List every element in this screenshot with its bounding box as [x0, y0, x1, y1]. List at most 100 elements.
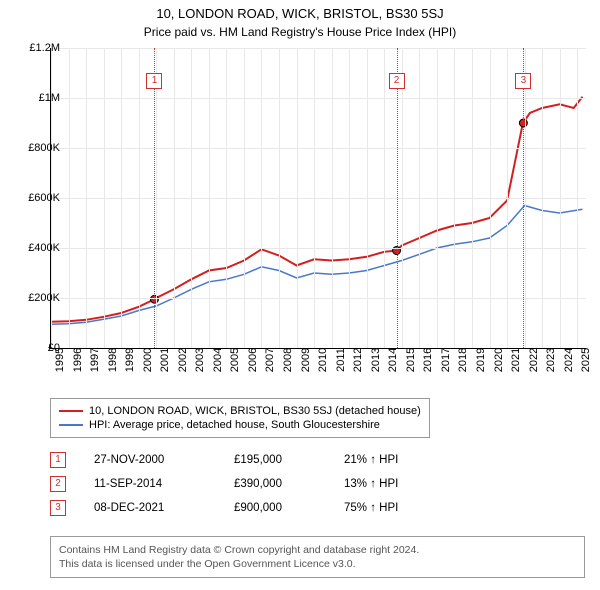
- footer-line-2: This data is licensed under the Open Gov…: [59, 557, 576, 571]
- series-hpi: [51, 206, 583, 325]
- legend-label: 10, LONDON ROAD, WICK, BRISTOL, BS30 5SJ…: [89, 405, 421, 417]
- gridline-v: [332, 48, 333, 348]
- y-axis-label: £800K: [12, 142, 60, 154]
- x-axis-label: 2001: [159, 348, 171, 372]
- gridline-v: [209, 48, 210, 348]
- x-axis-label: 2006: [247, 348, 259, 372]
- gridline-v: [191, 48, 192, 348]
- gridline-h: [51, 48, 586, 49]
- gridline-h: [51, 198, 586, 199]
- gridline-v: [419, 48, 420, 348]
- gridline-v: [121, 48, 122, 348]
- gridline-h: [51, 98, 586, 99]
- gridline-h: [51, 248, 586, 249]
- x-axis-label: 2012: [352, 348, 364, 372]
- y-axis-label: £1M: [12, 92, 60, 104]
- y-axis-label: £600K: [12, 192, 60, 204]
- y-axis-label: £400K: [12, 242, 60, 254]
- x-axis-label: 2009: [300, 348, 312, 372]
- x-axis-label: 2007: [264, 348, 276, 372]
- gridline-v: [577, 48, 578, 348]
- event-label-box: 3: [515, 73, 531, 89]
- plot-area: 1 2 3: [50, 48, 586, 349]
- gridline-v: [560, 48, 561, 348]
- gridline-v: [314, 48, 315, 348]
- gridline-h: [51, 298, 586, 299]
- x-axis-label: 2021: [510, 348, 522, 372]
- x-axis-label: 2011: [335, 348, 347, 372]
- x-axis-label: 2013: [370, 348, 382, 372]
- event-label-box: 2: [389, 73, 405, 89]
- x-axis-label: 2002: [177, 348, 189, 372]
- event-line: [523, 48, 524, 348]
- gridline-v: [297, 48, 298, 348]
- legend-row: HPI: Average price, detached house, Sout…: [59, 418, 421, 432]
- gridline-v: [261, 48, 262, 348]
- sale-index-box: 3: [50, 500, 66, 516]
- x-axis-label: 2017: [440, 348, 452, 372]
- x-axis-label: 2004: [212, 348, 224, 372]
- x-axis-label: 1998: [107, 348, 119, 372]
- legend-label: HPI: Average price, detached house, Sout…: [89, 419, 380, 431]
- sale-vs-hpi: 75% ↑ HPI: [344, 502, 454, 514]
- sale-index-box: 2: [50, 476, 66, 492]
- x-axis-label: 2018: [457, 348, 469, 372]
- sale-row: 2 11-SEP-2014£390,00013% ↑ HPI: [50, 472, 454, 496]
- gridline-v: [174, 48, 175, 348]
- chart-container: 10, LONDON ROAD, WICK, BRISTOL, BS30 5SJ…: [0, 0, 600, 590]
- sale-row: 127-NOV-2000£195,00021% ↑ HPI: [50, 448, 454, 472]
- y-axis-label: £200K: [12, 292, 60, 304]
- sale-vs-hpi: 21% ↑ HPI: [344, 454, 454, 466]
- gridline-v: [244, 48, 245, 348]
- gridline-h: [51, 148, 586, 149]
- gridline-v: [69, 48, 70, 348]
- x-axis-label: 2015: [405, 348, 417, 372]
- event-label-box: 1: [146, 73, 162, 89]
- gridline-v: [402, 48, 403, 348]
- sale-date: 08-DEC-2021: [94, 502, 234, 514]
- gridline-v: [349, 48, 350, 348]
- legend-swatch: [59, 424, 83, 426]
- event-line: [397, 48, 398, 348]
- x-axis-label: 1995: [54, 348, 66, 372]
- x-axis-label: 1997: [89, 348, 101, 372]
- gridline-v: [86, 48, 87, 348]
- x-axis-label: 2008: [282, 348, 294, 372]
- chart-title: 10, LONDON ROAD, WICK, BRISTOL, BS30 5SJ: [0, 0, 600, 21]
- legend-box: 10, LONDON ROAD, WICK, BRISTOL, BS30 5SJ…: [50, 398, 430, 438]
- x-axis-label: 2023: [545, 348, 557, 372]
- attribution-footer: Contains HM Land Registry data © Crown c…: [50, 536, 585, 578]
- gridline-v: [367, 48, 368, 348]
- gridline-v: [525, 48, 526, 348]
- gridline-v: [454, 48, 455, 348]
- x-axis-label: 2014: [387, 348, 399, 372]
- gridline-v: [384, 48, 385, 348]
- legend-row: 10, LONDON ROAD, WICK, BRISTOL, BS30 5SJ…: [59, 404, 421, 418]
- x-axis-label: 2003: [194, 348, 206, 372]
- y-axis-label: £1.2M: [12, 42, 60, 54]
- sale-price: £900,000: [234, 502, 344, 514]
- x-axis-label: 2016: [422, 348, 434, 372]
- gridline-v: [104, 48, 105, 348]
- footer-line-1: Contains HM Land Registry data © Crown c…: [59, 543, 576, 557]
- gridline-v: [279, 48, 280, 348]
- x-axis-label: 2005: [229, 348, 241, 372]
- x-axis-label: 2010: [317, 348, 329, 372]
- gridline-v: [226, 48, 227, 348]
- sale-row: 3 08-DEC-2021£900,00075% ↑ HPI: [50, 496, 454, 520]
- x-axis-label: 1996: [72, 348, 84, 372]
- sale-date: 11-SEP-2014: [94, 478, 234, 490]
- series-price_paid: [51, 97, 583, 322]
- sale-date: 27-NOV-2000: [94, 454, 234, 466]
- x-axis-label: 2020: [493, 348, 505, 372]
- sale-vs-hpi: 13% ↑ HPI: [344, 478, 454, 490]
- chart-subtitle: Price paid vs. HM Land Registry's House …: [0, 21, 600, 39]
- x-axis-label: 2022: [528, 348, 540, 372]
- gridline-v: [139, 48, 140, 348]
- sales-table: 127-NOV-2000£195,00021% ↑ HPI 2 11-SEP-201…: [50, 448, 454, 520]
- gridline-v: [156, 48, 157, 348]
- x-axis-label: 2019: [475, 348, 487, 372]
- gridline-v: [542, 48, 543, 348]
- sale-price: £390,000: [234, 478, 344, 490]
- sale-price: £195,000: [234, 454, 344, 466]
